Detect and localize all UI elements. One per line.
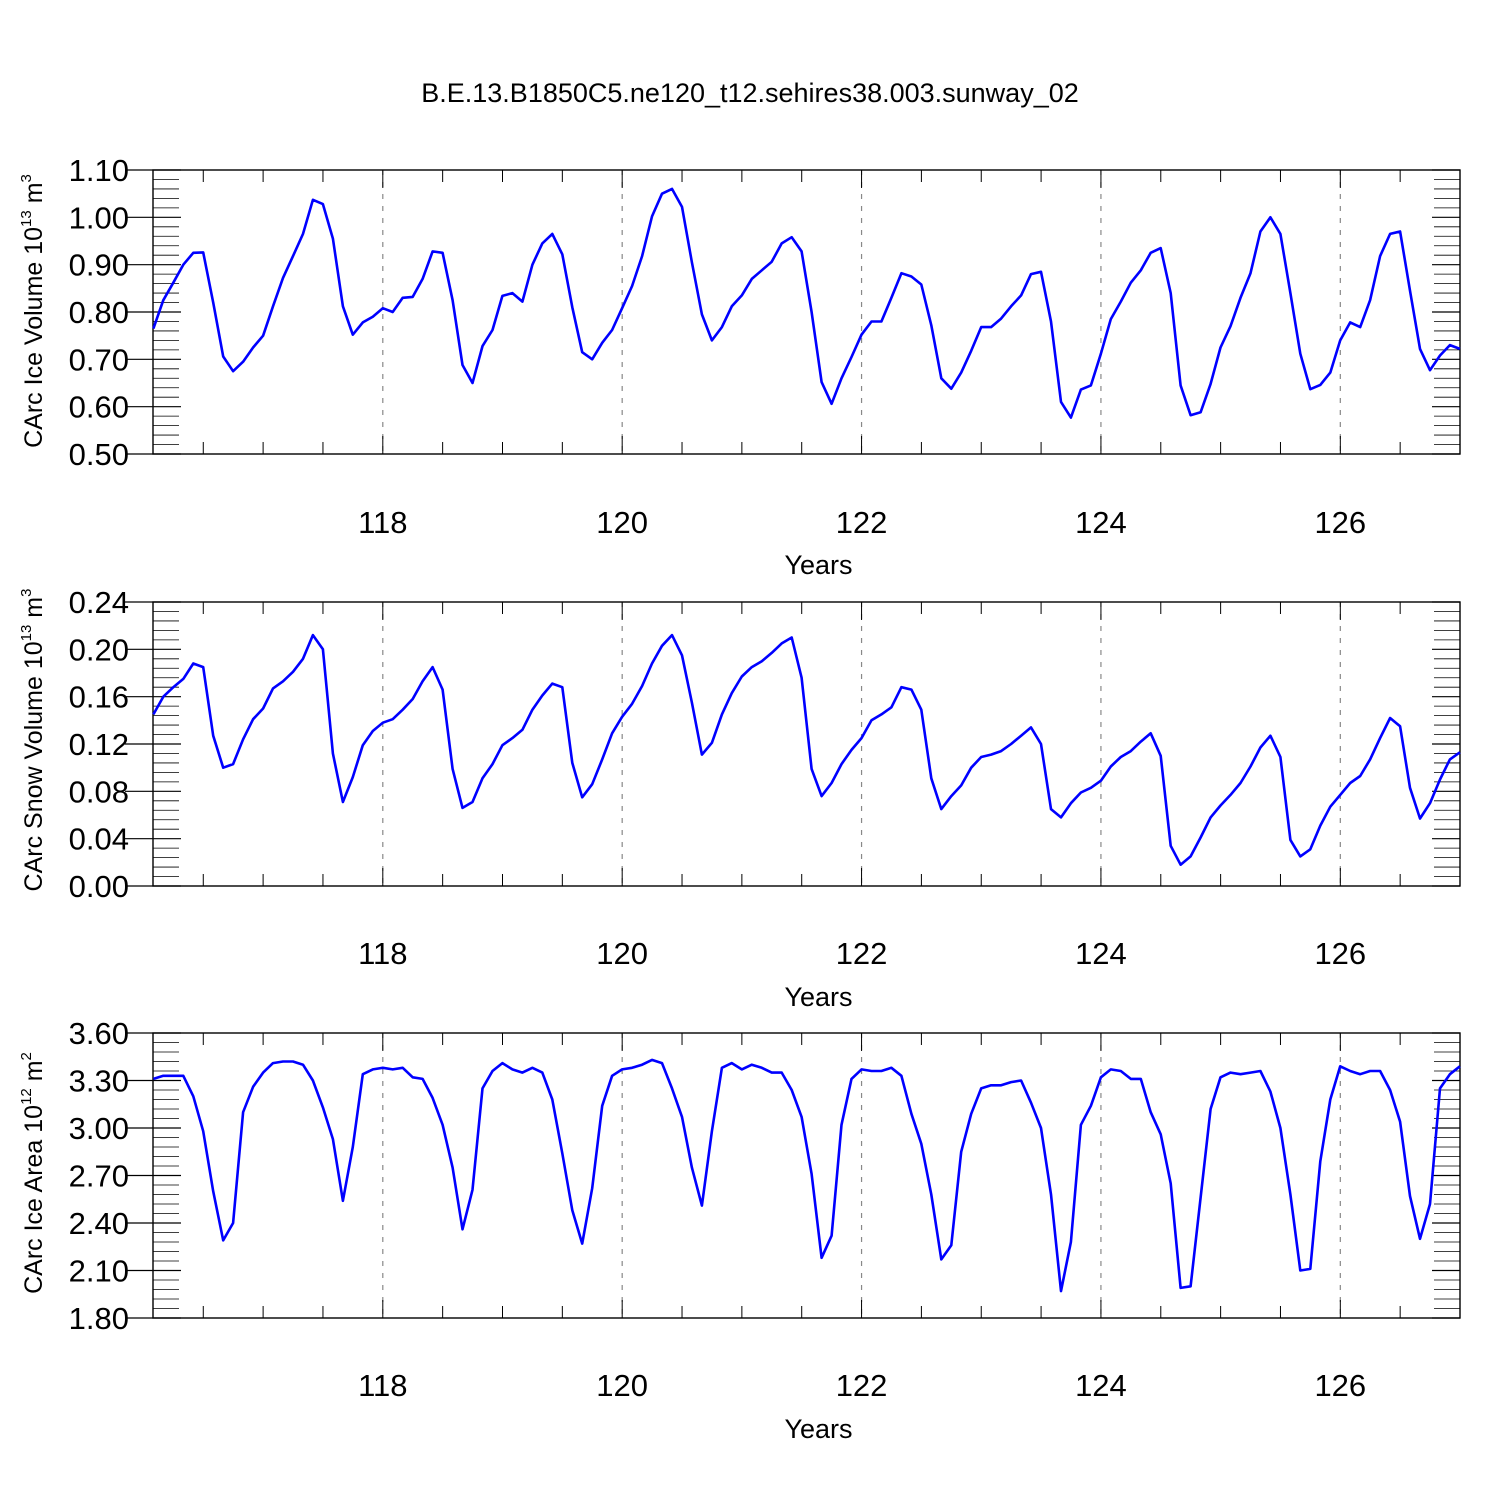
x-tick-label: 120 [596,936,648,971]
y-tick-label: 1.00 [69,200,129,235]
y-axis-label: CArc Snow Volume 1013 m3 [18,589,48,892]
y-axis-label-unit-exponent: 3 [18,589,35,597]
x-tick-label: 120 [596,1368,648,1403]
chart-panel-1: 0.50 0.60 0.70 0.80 0.90 1.00 1.10 118 120 122 124… [18,153,1461,580]
y-axis-label-unit: m [20,1060,48,1088]
x-axis-label: Years [784,982,852,1012]
y-axis-label-unit-exponent: 3 [18,174,35,182]
y-tick-label: 0.16 [69,680,129,715]
y-tick-label: 0.08 [69,774,129,809]
x-tick-label: 120 [596,505,648,540]
plot-frame [152,601,1461,887]
y-axis-label-prefix: CArc Ice Volume 10 [20,227,48,448]
y-axis-label: CArc Ice Area 1012 m2 [18,1052,48,1294]
x-tick-label: 126 [1314,505,1366,540]
plot-frame [152,169,1461,455]
series-line-1 [152,187,1461,419]
x-tick-label: 124 [1075,1368,1127,1403]
y-tick-label: 2.70 [69,1159,129,1194]
y-tick-label: 3.30 [69,1064,129,1099]
y-tick-label: 0.24 [69,585,129,620]
y-tick-label: 3.60 [69,1016,129,1051]
y-tick-label: 3.00 [69,1111,129,1146]
y-axis-label: CArc Ice Volume 1013 m3 [18,174,48,448]
x-tick-label: 122 [836,1368,888,1403]
x-tick-label: 122 [836,936,888,971]
y-tick-label: 0.12 [69,727,129,762]
figure-title: B.E.13.B1850C5.ne120_t12.sehires38.003.s… [421,78,1079,108]
x-tick-label: 126 [1314,1368,1366,1403]
y-axis-label-exponent: 13 [18,210,35,227]
y-axis-label-prefix: CArc Snow Volume 10 [20,641,48,891]
y-tick-label: 0.60 [69,390,129,425]
y-axis-label-unit: m [20,182,48,210]
y-tick-label: 0.04 [69,822,129,857]
y-axis-label-unit-exponent: 2 [18,1052,35,1060]
y-tick-label: 1.80 [69,1301,129,1336]
y-axis-label-unit: m [20,597,48,625]
x-tick-label: 118 [358,505,407,540]
x-tick-label: 118 [358,936,407,971]
x-tick-label: 124 [1075,936,1127,971]
y-tick-label: 0.90 [69,248,129,283]
y-tick-label: 2.10 [69,1254,129,1289]
y-tick-label: 0.70 [69,342,129,377]
x-tick-label: 118 [358,1368,407,1403]
x-tick-label: 126 [1314,936,1366,971]
y-tick-label: 0.20 [69,632,129,667]
x-axis-label: Years [784,1414,852,1444]
series-line-1 [153,1058,1461,1293]
x-tick-label: 124 [1075,505,1127,540]
x-axis-label: Years [784,550,852,580]
plot-frame [152,1032,1461,1319]
y-axis-label-prefix: CArc Ice Area 10 [20,1105,48,1294]
y-tick-label: 2.40 [69,1206,129,1241]
y-tick-label: 0.00 [69,869,129,904]
y-tick-label: 0.80 [69,295,129,330]
y-axis-label-exponent: 12 [18,1088,35,1105]
y-tick-label: 1.10 [69,153,129,188]
y-axis-label-exponent: 13 [18,625,35,642]
series-line-1 [152,633,1461,867]
x-tick-label: 122 [836,505,888,540]
chart-panel-2: 0.00 0.04 0.08 0.12 0.16 0.20 0.24 118 120 122 124… [18,585,1461,1012]
y-tick-label: 0.50 [69,437,129,472]
